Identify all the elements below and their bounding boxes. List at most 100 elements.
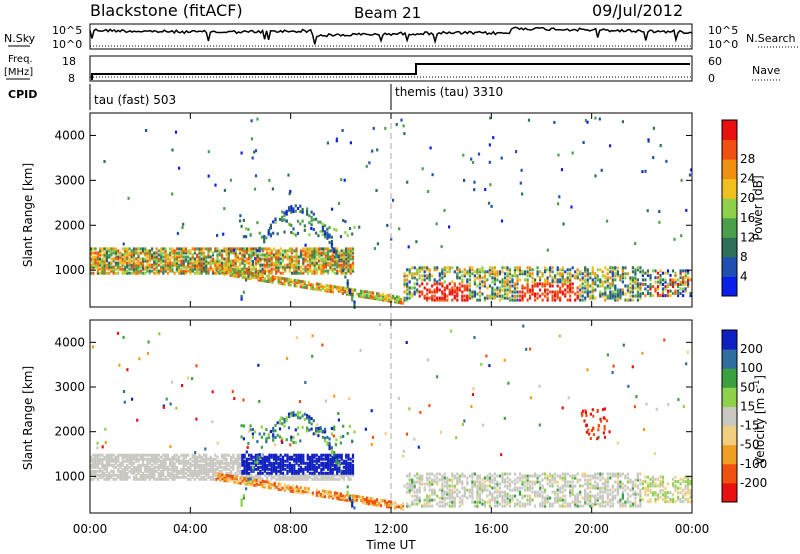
power-colorbar-label: Power [dB] [751, 175, 765, 240]
data-cell [254, 259, 257, 263]
data-cell [687, 282, 690, 286]
data-cell [394, 504, 397, 508]
data-cell [277, 259, 280, 263]
data-cell [126, 261, 129, 265]
data-cell [295, 247, 298, 251]
data-cell [312, 212, 315, 216]
data-cell [321, 226, 324, 230]
data-cell [306, 212, 309, 216]
data-cell [614, 488, 617, 492]
data-cell [391, 198, 395, 202]
data-cell [211, 257, 215, 261]
data-cell [478, 492, 481, 496]
data-cell [463, 494, 466, 498]
data-cell [373, 503, 377, 507]
data-cell [506, 500, 509, 504]
data-cell [491, 296, 494, 300]
data-cell [503, 284, 507, 288]
data-cell [634, 276, 637, 280]
data-cell [245, 249, 248, 253]
data-cell [101, 247, 104, 251]
data-cell [551, 482, 554, 486]
data-cell [536, 494, 539, 498]
data-cell [491, 272, 494, 276]
data-cell [604, 478, 607, 482]
data-cell [191, 247, 194, 251]
data-cell [398, 297, 401, 301]
data-cell [291, 490, 294, 494]
data-cell [478, 268, 481, 272]
data-cell [309, 259, 312, 263]
data-cell [148, 271, 151, 275]
data-cell [496, 474, 499, 478]
data-cell [616, 476, 619, 480]
data-cell [245, 251, 248, 255]
data-cell [451, 502, 454, 506]
data-cell [132, 461, 136, 465]
data-cell [259, 469, 262, 473]
data-cell [225, 267, 228, 271]
data-cell [105, 457, 108, 461]
data-cell [554, 476, 557, 480]
data-cell [441, 282, 444, 286]
data-cell [173, 261, 176, 265]
data-cell [669, 282, 672, 286]
data-cell [396, 295, 399, 299]
data-cell [302, 461, 305, 465]
data-cell [266, 259, 269, 263]
data-cell [270, 473, 273, 477]
data-cell [574, 502, 577, 506]
data-cell [123, 249, 127, 253]
data-cell [139, 475, 142, 479]
data-cell [586, 274, 589, 278]
data-cell [561, 490, 564, 494]
data-cell [428, 288, 431, 292]
data-cell [202, 475, 206, 479]
data-cell [466, 476, 469, 480]
data-cell [189, 249, 192, 253]
data-cell [207, 461, 210, 465]
data-cell [443, 274, 446, 278]
data-cell [217, 476, 220, 480]
data-cell [333, 250, 336, 254]
data-cell [544, 504, 547, 508]
data-cell [286, 471, 289, 475]
data-cell [688, 173, 692, 177]
data-cell [403, 284, 406, 288]
data-cell [471, 492, 474, 496]
data-cell [277, 484, 280, 488]
data-cell [476, 270, 479, 274]
data-cell [301, 208, 304, 211]
data-cell [243, 455, 246, 459]
data-cell [313, 469, 316, 473]
data-cell [333, 257, 336, 261]
data-cell [541, 484, 544, 488]
data-cell [260, 435, 263, 439]
data-cell [101, 249, 104, 253]
data-cell [265, 480, 268, 484]
data-cell [279, 257, 282, 261]
data-cell [418, 294, 421, 298]
data-cell [331, 455, 334, 459]
data-cell [105, 247, 108, 251]
data-cell [490, 204, 493, 208]
data-cell [279, 263, 282, 267]
data-cell [205, 255, 208, 259]
data-cell [318, 471, 321, 475]
data-cell [319, 284, 322, 288]
data-cell [243, 251, 246, 255]
data-cell [338, 477, 341, 481]
data-cell [333, 263, 336, 267]
data-cell [286, 455, 289, 459]
data-cell [263, 465, 266, 469]
data-cell [110, 463, 113, 467]
data-cell [266, 249, 269, 253]
data-cell [114, 457, 117, 461]
data-cell [529, 296, 532, 300]
data-cell [257, 473, 260, 477]
data-cell [337, 495, 340, 499]
data-cell [327, 459, 330, 463]
data-cell [191, 257, 194, 261]
data-cell [214, 477, 217, 481]
data-cell [92, 271, 95, 275]
